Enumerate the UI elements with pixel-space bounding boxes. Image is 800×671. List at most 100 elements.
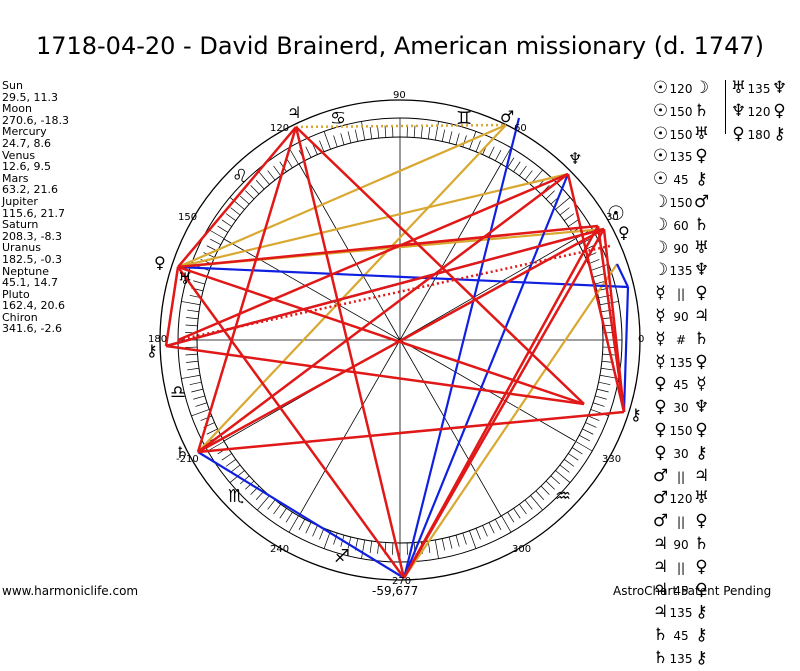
chiron-left-icon: ⚷ <box>146 341 158 360</box>
degree-tick <box>560 208 569 215</box>
degree-tick <box>442 130 444 142</box>
degree-tick <box>222 454 232 461</box>
degree-tick <box>256 180 264 189</box>
degree-tick <box>191 409 209 415</box>
aspect-line <box>624 287 628 412</box>
website-footer: www.harmoniclife.com <box>2 584 138 598</box>
degree-tick <box>361 540 364 559</box>
degree-tick <box>289 148 299 164</box>
degree-tick <box>435 540 438 559</box>
degree-tick <box>299 519 305 530</box>
aspect-row: ♃135⚷ <box>652 602 710 625</box>
degree-tick <box>568 454 578 461</box>
degree-tick <box>348 131 351 143</box>
degree-tick <box>476 528 480 539</box>
degree-tick <box>588 416 599 420</box>
degree-tick <box>495 150 501 161</box>
degree-tick <box>226 214 236 221</box>
degree-tick <box>564 459 574 466</box>
degree-tick <box>201 416 212 420</box>
degree-tick <box>593 403 604 407</box>
aspect-planet-icon: ♄ <box>652 625 669 645</box>
degree-tick <box>193 281 205 284</box>
aspect-lines <box>166 118 628 578</box>
footer-value: -59,677 <box>372 584 418 598</box>
degree-tick <box>593 274 604 278</box>
degree-label-60: 60 <box>514 123 527 134</box>
degree-tick <box>306 522 311 533</box>
degree-tick <box>514 162 521 172</box>
aspect-line <box>296 127 404 578</box>
neptune-planet-icon: ♆ <box>568 149 582 168</box>
degree-tick <box>463 533 467 544</box>
aquarius-sign-icon: ♒ <box>555 486 571 507</box>
degree-tick <box>530 496 542 511</box>
sagittarius-sign-icon: ♐ <box>334 546 350 567</box>
degree-tick <box>231 465 240 472</box>
aspect-planet-icon: ⚷ <box>693 625 710 645</box>
degree-tick <box>355 130 357 142</box>
degree-label-330: 330 <box>602 454 621 465</box>
degree-tick <box>186 318 198 319</box>
degree-tick <box>313 525 318 536</box>
degree-tick <box>268 500 275 509</box>
degree-tick <box>289 516 299 532</box>
pluto-planet-icon: ♀ <box>154 253 166 272</box>
degree-tick <box>196 403 207 407</box>
degree-tick <box>519 504 526 514</box>
degree-tick <box>251 185 259 194</box>
degree-tick <box>187 368 199 370</box>
gemini-sign-icon: ♊ <box>456 108 472 129</box>
degree-tick <box>597 389 609 392</box>
aspect-planet-icon: ⚷ <box>693 602 710 622</box>
degree-tick <box>435 121 438 140</box>
degree-tick <box>568 220 578 227</box>
degree-tick <box>240 196 249 204</box>
sun-planet-icon: ☉ <box>607 201 625 225</box>
degree-tick <box>186 361 198 362</box>
degree-tick <box>324 131 330 149</box>
degree-tick <box>560 465 569 472</box>
degree-tick <box>546 191 555 199</box>
degree-tick <box>193 396 205 399</box>
degree-tick <box>361 121 364 140</box>
degree-tick <box>476 141 480 152</box>
degree-tick <box>385 126 386 138</box>
degree-tick <box>370 541 372 553</box>
degree-label-0: 0 <box>638 334 644 345</box>
degree-tick <box>449 131 452 143</box>
degree-tick <box>536 491 544 500</box>
degree-tick <box>525 171 532 180</box>
degree-tick <box>257 496 269 511</box>
degree-tick <box>502 516 512 532</box>
degree-tick <box>601 368 613 370</box>
degree-tick <box>541 486 549 495</box>
degree-tick <box>428 127 430 139</box>
degree-tick <box>551 476 560 484</box>
degree-tick <box>190 382 202 384</box>
aspect-line <box>617 264 628 287</box>
jupiter-planet-icon: ♃ <box>287 103 301 122</box>
degree-tick <box>591 264 609 270</box>
aspect-planet-icon: ♄ <box>652 648 669 668</box>
degree-tick <box>210 239 221 245</box>
aspect-row: ♄45⚷ <box>652 625 710 648</box>
degree-tick <box>508 512 514 522</box>
degree-tick <box>456 535 459 547</box>
aspect-angle: 135 <box>669 606 693 620</box>
scorpio-sign-icon: ♏ <box>228 486 244 507</box>
mars-planet-icon: ♂ <box>500 107 514 126</box>
degree-tick <box>268 171 275 180</box>
degree-tick <box>519 166 526 176</box>
degree-tick <box>579 435 590 441</box>
degree-tick <box>191 389 203 392</box>
degree-tick <box>181 301 200 304</box>
degree-tick <box>456 133 459 145</box>
astro-wheel: 90 60 30 0 120 150 180 -210 240 270 300 … <box>0 0 800 600</box>
degree-tick <box>585 423 596 428</box>
degree-tick <box>370 127 372 139</box>
degree-tick <box>414 126 415 138</box>
degree-tick <box>186 354 198 355</box>
patent-footer: AstroChart Patent Pending <box>613 584 771 598</box>
degree-tick <box>582 429 593 434</box>
